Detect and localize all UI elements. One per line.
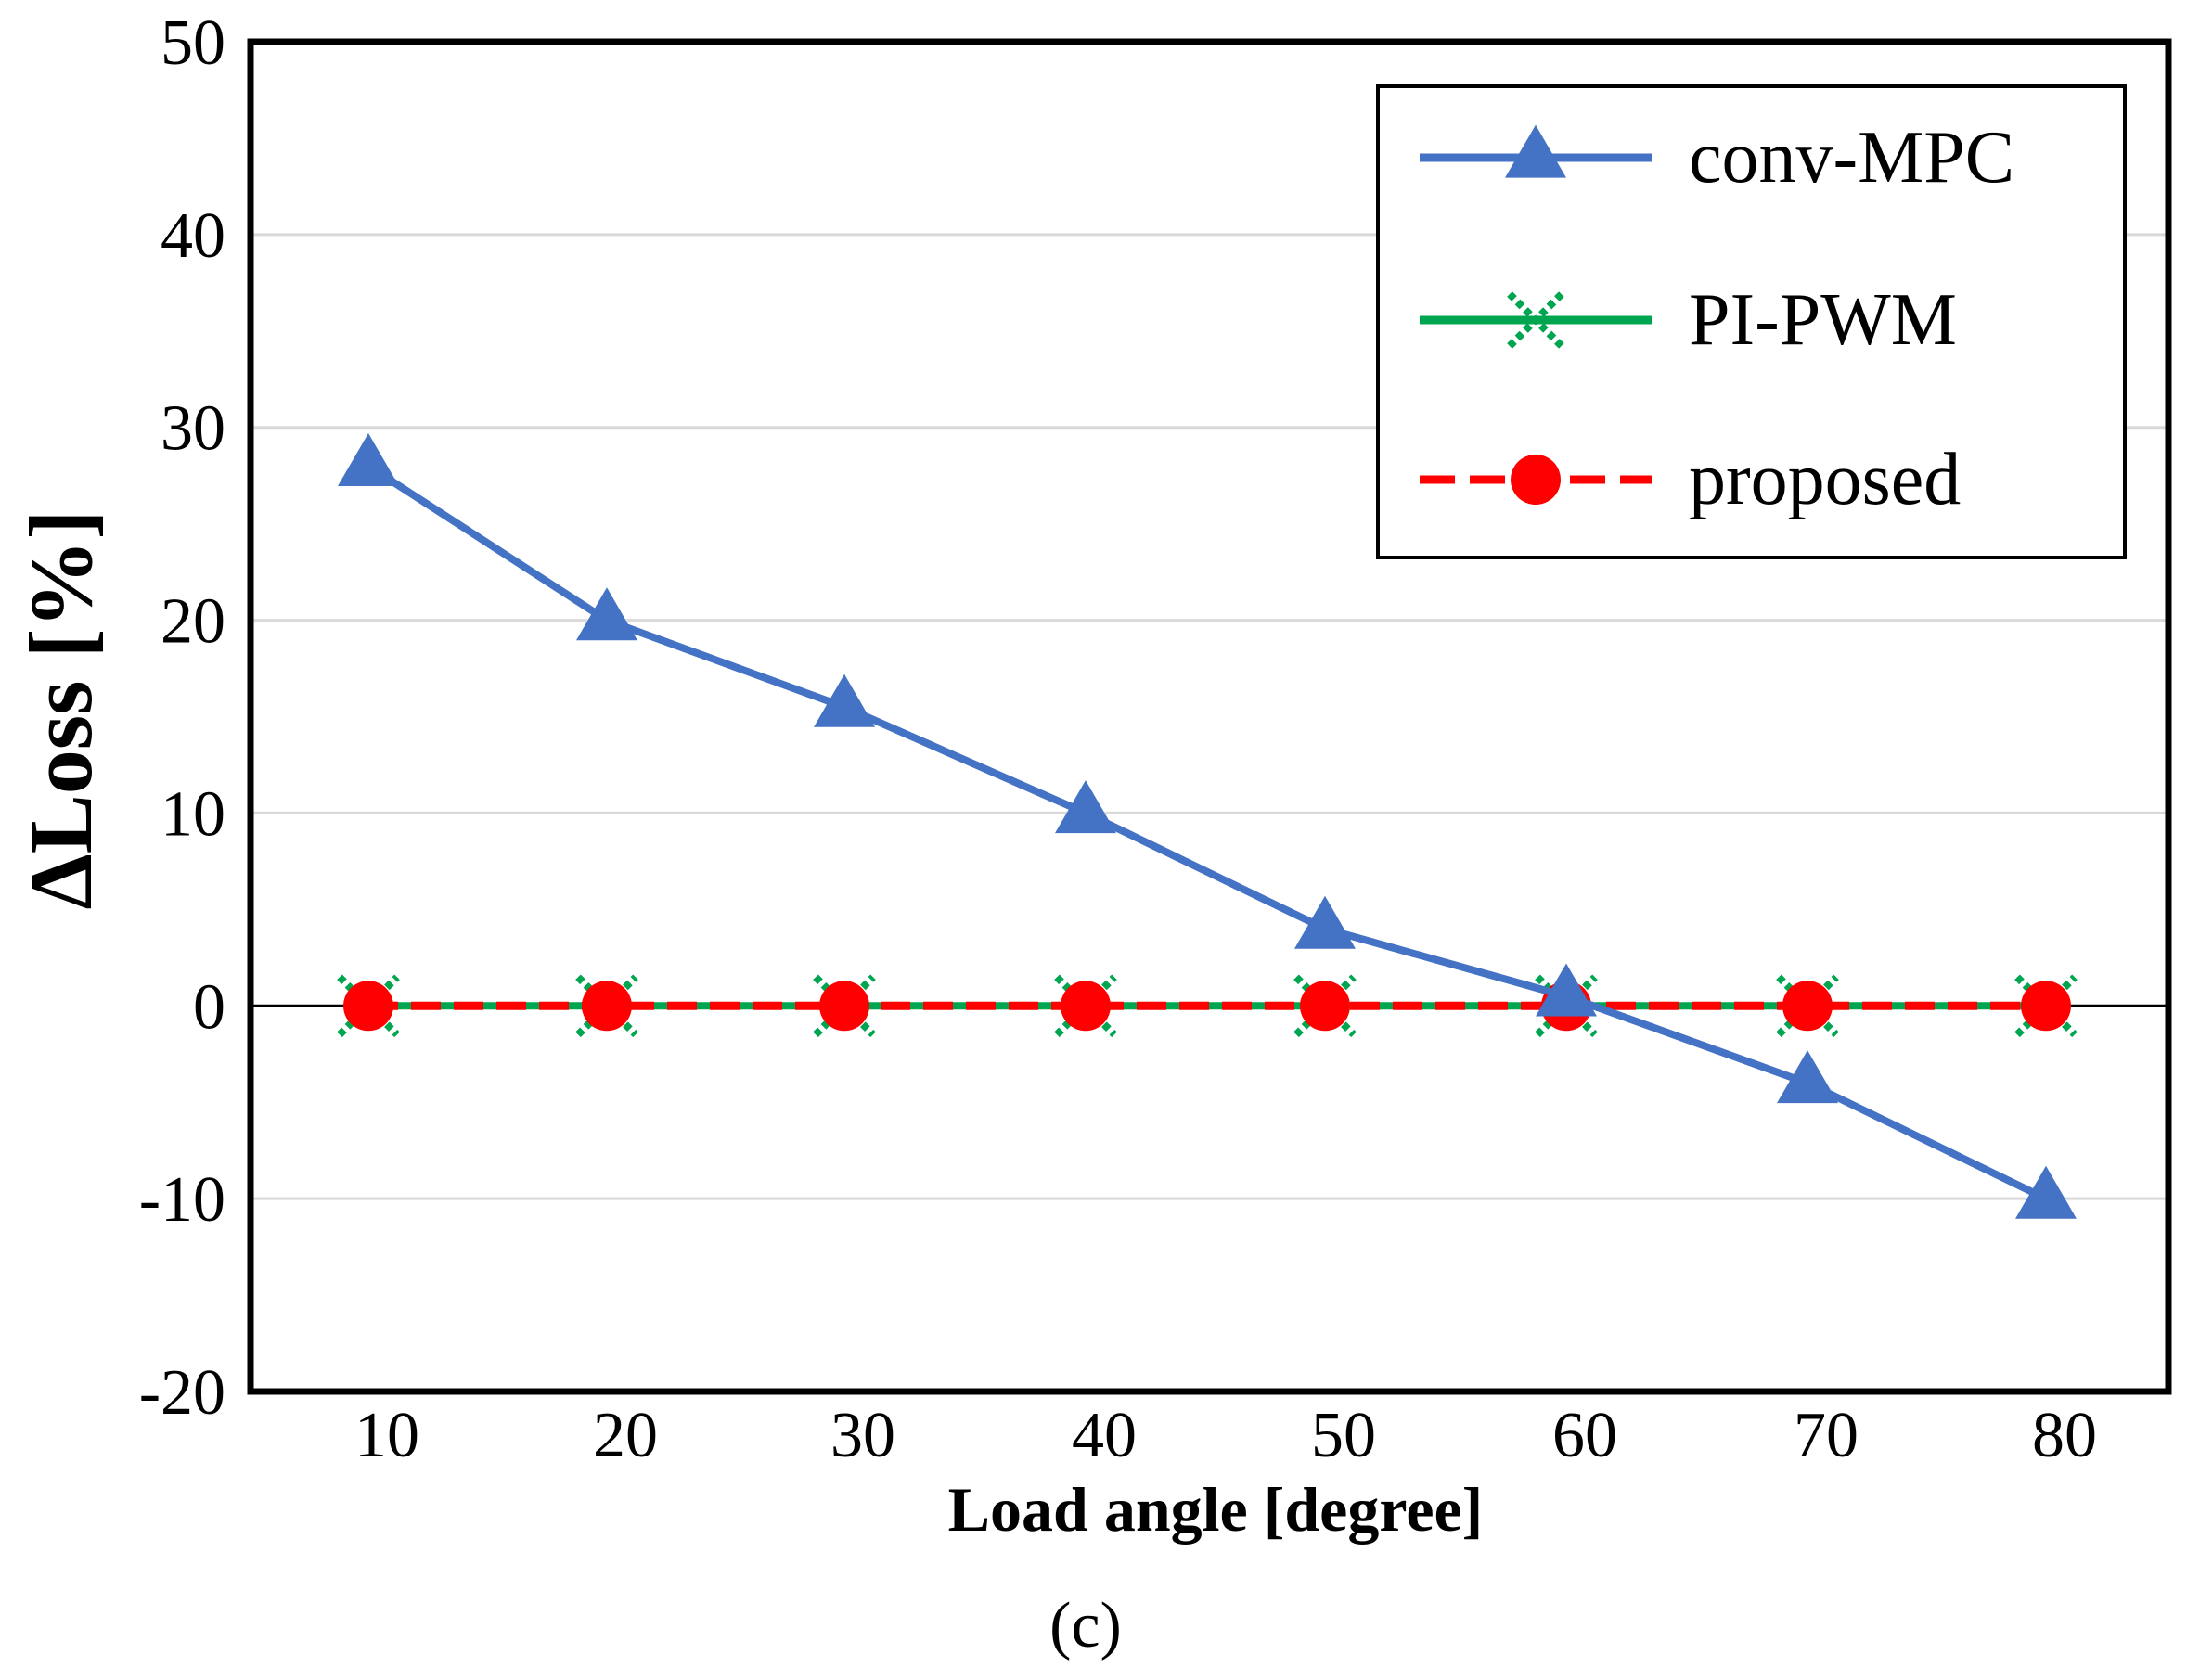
y-tick-label: -20 xyxy=(139,1357,225,1429)
x-tick-label: 70 xyxy=(1794,1400,1859,1471)
y-tick-label: 30 xyxy=(161,393,225,465)
triangle-marker xyxy=(2015,1165,2077,1219)
x-tick-label: 30 xyxy=(830,1400,895,1471)
x-tick-label: 80 xyxy=(2032,1400,2097,1471)
x-marker xyxy=(1054,974,1117,1038)
series-layer xyxy=(337,432,2078,1219)
circle-marker xyxy=(343,981,393,1032)
y-tick-label: 50 xyxy=(161,7,225,79)
triangle-marker xyxy=(1505,124,1566,178)
y-tick-label: -10 xyxy=(139,1164,225,1236)
x-tick-label: 20 xyxy=(593,1400,658,1471)
x-marker xyxy=(1507,291,1564,349)
y-axis-title: ΔLoss [%] xyxy=(11,510,110,910)
x-tick-labels: 10 20 30 40 50 60 70 80 xyxy=(354,1400,2097,1471)
triangle-marker xyxy=(1055,780,1116,834)
x-marker xyxy=(1293,974,1357,1038)
x-marker xyxy=(1776,974,1839,1038)
y-tick-label: 10 xyxy=(161,778,225,850)
triangle-marker xyxy=(576,587,637,641)
circle-marker xyxy=(1300,981,1350,1032)
x-tick-label: 50 xyxy=(1311,1400,1376,1471)
x-marker xyxy=(337,974,400,1038)
y-tick-label: 0 xyxy=(193,971,225,1043)
legend-label: PI-PWM xyxy=(1689,279,1957,361)
y-tick-labels: -20 -10 0 10 20 30 40 50 xyxy=(139,7,225,1429)
x-marker xyxy=(575,974,638,1038)
legend-item-PI-PWM: PI-PWM xyxy=(1420,279,1957,361)
legend: conv-MPC PI-PWM proposed xyxy=(1376,84,2127,559)
circle-marker xyxy=(2021,981,2071,1032)
x-tick-label: 10 xyxy=(354,1400,419,1471)
circle-marker xyxy=(819,981,869,1032)
series-line xyxy=(366,462,2048,1202)
y-tick-label: 20 xyxy=(161,586,225,658)
series-proposed xyxy=(343,981,2071,1032)
circle-marker xyxy=(1061,981,1111,1032)
figure-caption: (c) xyxy=(1049,1590,1122,1661)
circle-marker xyxy=(582,981,632,1032)
legend-label: conv-MPC xyxy=(1689,117,2014,199)
y-tick-label: 40 xyxy=(161,200,225,272)
circle-marker xyxy=(1511,455,1561,505)
legend-item-conv-MPC: conv-MPC xyxy=(1420,117,2014,199)
x-tick-label: 40 xyxy=(1072,1400,1137,1471)
triangle-marker xyxy=(1294,895,1356,949)
series-conv-MPC xyxy=(338,432,2077,1219)
legend-items: conv-MPC PI-PWM proposed xyxy=(1420,117,2014,520)
x-tick-label: 60 xyxy=(1552,1400,1617,1471)
x-marker xyxy=(2014,974,2078,1038)
circle-marker xyxy=(1782,981,1833,1032)
triangle-marker xyxy=(814,673,875,727)
legend-label: proposed xyxy=(1689,439,1961,520)
x-marker xyxy=(813,974,876,1038)
triangle-marker xyxy=(338,432,399,486)
triangle-marker xyxy=(1777,1050,1838,1104)
plot-frame xyxy=(247,38,2172,1395)
legend-item-proposed: proposed xyxy=(1420,439,1961,520)
x-axis-title: Load angle [degree] xyxy=(948,1474,1484,1545)
x-marker xyxy=(1535,974,1598,1038)
triangle-marker xyxy=(1536,963,1597,1017)
